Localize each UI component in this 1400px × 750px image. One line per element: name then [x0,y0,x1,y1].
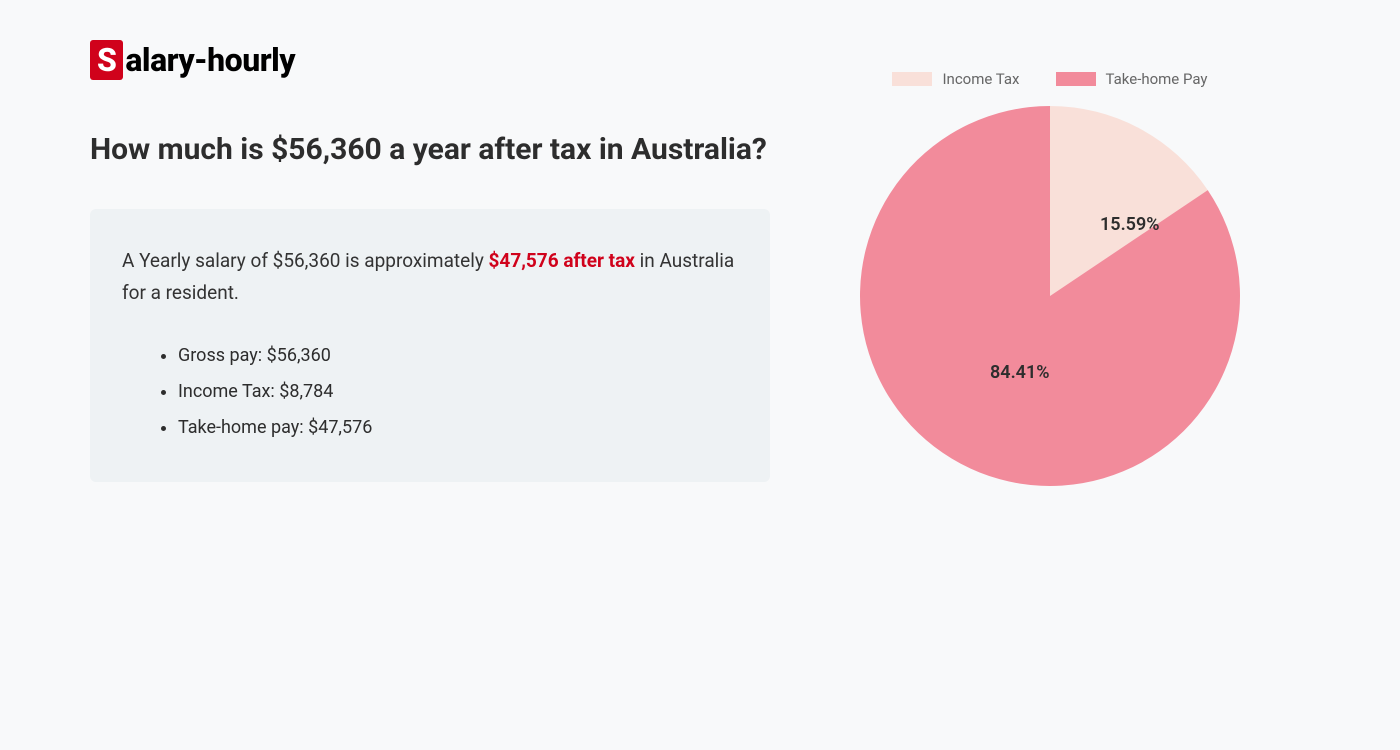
summary-highlight: $47,576 after tax [489,249,635,272]
chart-legend: Income Tax Take-home Pay [830,70,1270,88]
legend-label-tax: Income Tax [942,70,1019,88]
summary-text: A Yearly salary of $56,360 is approximat… [122,245,738,310]
summary-bullets: Gross pay: $56,360 Income Tax: $8,784 Ta… [122,338,738,446]
summary-box: A Yearly salary of $56,360 is approximat… [90,209,770,482]
legend-swatch-takehome [1056,72,1096,86]
page-heading: How much is $56,360 a year after tax in … [90,130,770,169]
bullet-takehome: Take-home pay: $47,576 [178,410,738,446]
legend-swatch-tax [892,72,932,86]
chart-column: Income Tax Take-home Pay 15.59% 84.41% [830,40,1270,486]
left-column: Salary-hourly How much is $56,360 a year… [90,40,770,486]
pie-svg [860,106,1240,486]
legend-item-tax: Income Tax [892,70,1019,88]
summary-prefix: A Yearly salary of $56,360 is approximat… [122,249,489,272]
slice-label-takehome: 84.41% [990,362,1050,383]
pie-chart: 15.59% 84.41% [860,106,1240,486]
logo-text: alary-hourly [125,41,295,79]
legend-label-takehome: Take-home Pay [1106,70,1208,88]
bullet-tax: Income Tax: $8,784 [178,374,738,410]
bullet-gross: Gross pay: $56,360 [178,338,738,374]
site-logo: Salary-hourly [90,40,770,80]
legend-item-takehome: Take-home Pay [1056,70,1208,88]
slice-label-tax: 15.59% [1100,214,1160,235]
logo-badge: S [90,40,123,80]
